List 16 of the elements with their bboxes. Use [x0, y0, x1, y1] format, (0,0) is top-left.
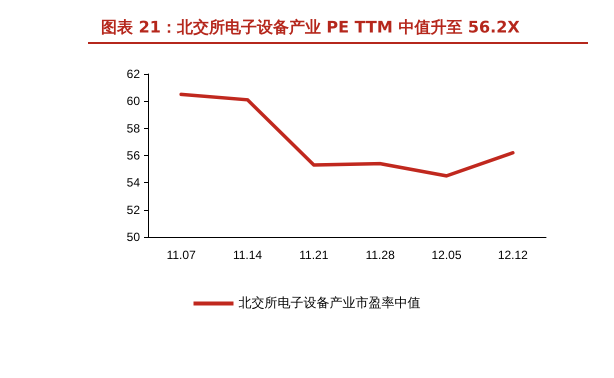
x-tick-label: 11.28	[366, 248, 396, 262]
line-series	[179, 92, 515, 178]
y-tick-label: 62	[126, 67, 140, 81]
chart-title: 图表 21：北交所电子设备产业 PE TTM 中值升至 56.2X	[101, 18, 520, 36]
y-tick-label: 56	[126, 148, 140, 162]
y-tick-label: 52	[126, 202, 140, 217]
legend-label: 北交所电子设备产业市盈率中值	[238, 295, 420, 311]
x-tick-label: 11.07	[166, 248, 196, 262]
x-tick-label: 11.14	[232, 248, 262, 262]
x-tick-label: 11.21	[299, 248, 329, 262]
y-tick-label: 58	[126, 121, 140, 136]
y-tick-label: 60	[126, 94, 140, 108]
y-tick-label: 50	[126, 230, 140, 244]
x-tick-label: 12.12	[498, 248, 528, 262]
y-tick-label: 54	[126, 176, 140, 190]
x-tick-label: 12.05	[431, 248, 462, 262]
